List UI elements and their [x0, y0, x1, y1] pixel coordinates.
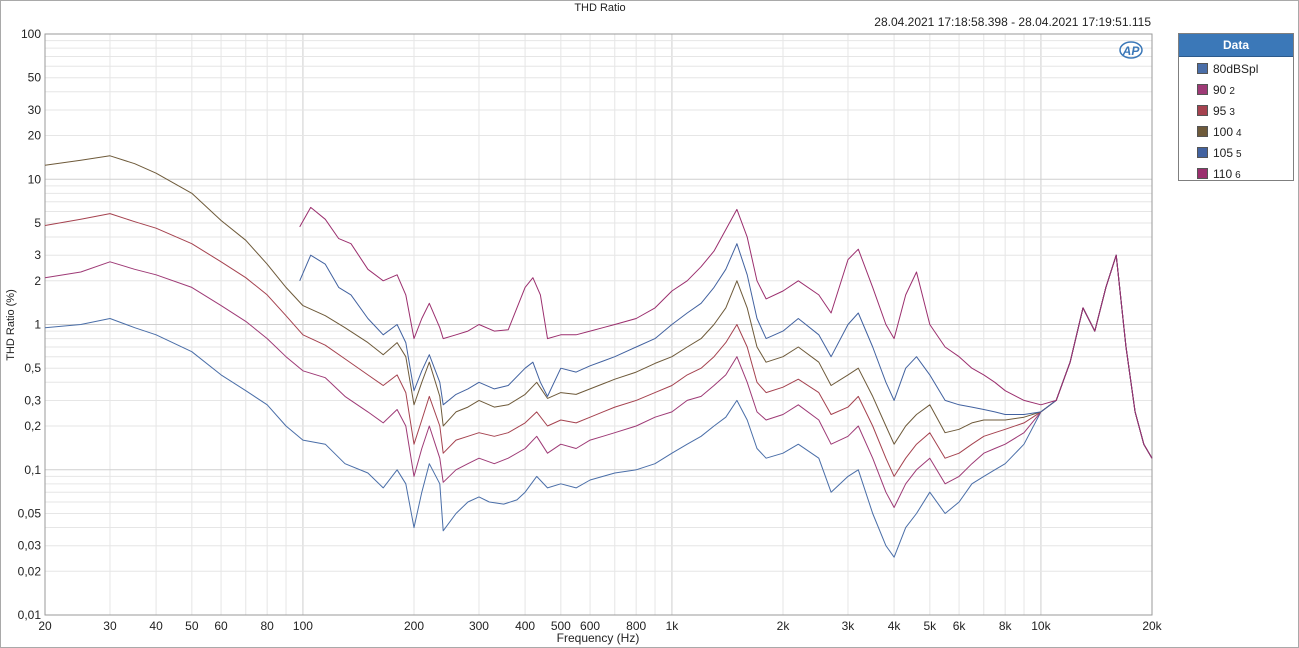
legend-item-6[interactable]: 110 6	[1179, 163, 1293, 184]
y-tick-label: 0,2	[24, 419, 41, 433]
y-tick-label: 100	[21, 27, 41, 41]
legend-item-3[interactable]: 95 3	[1179, 100, 1293, 121]
legend-sub-label: 4	[1236, 128, 1242, 139]
y-tick-label: 10	[28, 172, 42, 186]
x-tick-label: 800	[626, 619, 646, 633]
legend-item-5[interactable]: 105 5	[1179, 142, 1293, 163]
legend: Data 80dBSpl 90 2 95 3 100 4 105 5 110 6	[1178, 33, 1294, 181]
legend-header: Data	[1179, 34, 1293, 57]
x-tick-label: 6k	[953, 619, 967, 633]
legend-swatch	[1197, 126, 1208, 137]
y-tick-label: 0,1	[24, 463, 41, 477]
y-tick-label: 1	[34, 318, 41, 332]
legend-sub-label: 6	[1235, 170, 1241, 181]
x-tick-label: 500	[551, 619, 571, 633]
y-tick-label: 3	[34, 248, 41, 262]
series-line-5	[299, 243, 1153, 459]
series-line-1	[44, 254, 1153, 558]
series-line-6	[299, 206, 1153, 459]
x-tick-label: 300	[469, 619, 489, 633]
x-tick-label: 1k	[666, 619, 680, 633]
x-tick-label: 200	[404, 619, 424, 633]
legend-swatch	[1197, 105, 1208, 116]
series-line-2	[44, 254, 1153, 508]
legend-item-1[interactable]: 80dBSpl	[1179, 58, 1293, 79]
y-tick-label: 0,5	[24, 361, 41, 375]
x-tick-label: 20	[38, 619, 52, 633]
x-tick-label: 80	[260, 619, 274, 633]
legend-swatch	[1197, 147, 1208, 158]
legend-label: 100	[1213, 124, 1234, 139]
x-tick-label: 60	[214, 619, 228, 633]
y-axis-label: THD Ratio (%)	[5, 289, 17, 361]
x-tick-label: 30	[103, 619, 117, 633]
legend-swatch	[1197, 168, 1208, 179]
chart-subtitle: 28.04.2021 17:18:58.398 - 28.04.2021 17:…	[874, 15, 1151, 29]
y-tick-label: 20	[28, 129, 42, 143]
plot-area	[44, 33, 1153, 616]
legend-label: 80dBSpl	[1213, 61, 1259, 76]
y-tick-label: 0,01	[18, 608, 42, 622]
y-tick-label: 50	[28, 71, 42, 85]
x-tick-label: 40	[149, 619, 163, 633]
y-tick-label: 30	[28, 103, 42, 117]
legend-swatch	[1197, 63, 1208, 74]
x-tick-label: 50	[185, 619, 199, 633]
x-tick-label: 4k	[888, 619, 902, 633]
series-line-3	[44, 213, 1153, 477]
y-tick-label: 2	[34, 274, 41, 288]
legend-label: 110	[1213, 166, 1233, 181]
x-tick-label: 5k	[923, 619, 937, 633]
legend-swatch	[1197, 84, 1208, 95]
series-line-4	[44, 155, 1153, 459]
legend-item-2[interactable]: 90 2	[1179, 79, 1293, 100]
x-tick-label: 20k	[1142, 619, 1162, 633]
y-tick-label: 0,3	[24, 393, 41, 407]
x-tick-label: 10k	[1031, 619, 1051, 633]
legend-label: 90	[1213, 82, 1227, 97]
x-tick-label: 600	[580, 619, 600, 633]
x-tick-label: 3k	[842, 619, 856, 633]
legend-label: 95	[1213, 103, 1227, 118]
legend-items: 80dBSpl 90 2 95 3 100 4 105 5 110 6	[1179, 57, 1293, 184]
legend-label: 105	[1213, 145, 1234, 160]
y-tick-label: 0,05	[18, 506, 42, 520]
ap-logo-text: AP	[1122, 44, 1141, 58]
legend-sub-label: 5	[1236, 149, 1242, 160]
legend-item-4[interactable]: 100 4	[1179, 121, 1293, 142]
legend-sub-label: 2	[1229, 86, 1235, 97]
series-layer	[44, 155, 1153, 558]
x-axis-label: Frequency (Hz)	[557, 631, 640, 645]
y-tick-label: 0,02	[18, 564, 42, 578]
ap-logo: AP	[1119, 41, 1143, 59]
x-tick-label: 8k	[999, 619, 1013, 633]
chart-title: THD Ratio	[574, 2, 625, 14]
tick-layer: 20 30 40 50 60 80 100 200 300 400 500 600 800 1k 2k 3k 4…	[18, 27, 1163, 633]
x-tick-label: 2k	[777, 619, 791, 633]
y-tick-label: 0,03	[18, 539, 42, 553]
grid-layer	[44, 34, 1153, 616]
legend-sub-label: 3	[1229, 107, 1235, 118]
x-tick-label: 100	[293, 619, 313, 633]
x-tick-label: 400	[515, 619, 535, 633]
y-tick-label: 5	[34, 216, 41, 230]
